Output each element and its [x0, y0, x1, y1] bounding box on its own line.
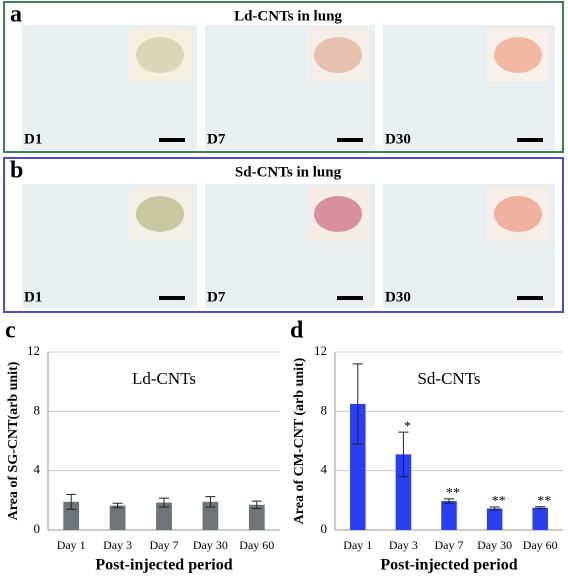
x-tick-label: Day 1 — [343, 538, 372, 552]
error-bar — [444, 498, 454, 504]
day-label: D1 — [24, 131, 42, 147]
y-tick-label: 0 — [321, 521, 328, 536]
significance-mark: * — [404, 419, 411, 434]
panel-letter: c — [5, 318, 16, 344]
panel-title: Sd-CNTs in lung — [235, 164, 342, 180]
x-tick-label: Day 3 — [103, 538, 132, 552]
significance-mark: ** — [492, 494, 506, 509]
lung-photo — [494, 37, 542, 73]
error-bar — [352, 363, 363, 445]
panel-letter: b — [10, 158, 23, 184]
y-axis-label: Area of CM-CNT (arb unit) — [292, 357, 307, 524]
y-tick-label: 4 — [34, 462, 41, 477]
y-tick-label: 4 — [321, 462, 328, 477]
error-bar — [66, 493, 77, 510]
x-tick-label: Day 7 — [150, 538, 179, 552]
panel-letter: d — [290, 318, 304, 344]
error-bar — [112, 502, 123, 509]
bar — [486, 508, 503, 530]
panel-letter: a — [10, 2, 22, 28]
day-label: D30 — [385, 289, 411, 305]
scale-bar — [337, 296, 363, 300]
x-tick-label: Day 30 — [477, 538, 512, 552]
scale-bar — [159, 138, 185, 142]
lung-photo — [314, 37, 362, 73]
error-bar — [535, 506, 546, 510]
day-label: D30 — [385, 131, 411, 147]
day-label: D7 — [207, 289, 226, 305]
scale-bar — [337, 138, 363, 142]
error-bar — [205, 496, 216, 508]
y-tick-label: 12 — [27, 343, 40, 358]
scale-bar — [517, 138, 543, 142]
x-tick-label: Day 60 — [523, 538, 558, 552]
x-tick-label: Day 7 — [435, 538, 464, 552]
day-label: D1 — [24, 289, 42, 305]
panel-title: Ld-CNTs in lung — [234, 8, 342, 24]
chart-title: Sd-CNTs — [417, 369, 480, 388]
x-axis-label: Post-injected period — [95, 557, 232, 574]
chart-title: Ld-CNTs — [132, 369, 196, 388]
lung-photo — [136, 37, 184, 73]
bar — [156, 502, 172, 530]
significance-mark: ** — [537, 494, 551, 509]
bar — [395, 454, 412, 530]
lung-photo — [136, 196, 184, 232]
day-label: D7 — [207, 131, 226, 147]
bar — [202, 501, 219, 530]
error-bar — [159, 497, 169, 508]
y-axis-label: Area of SG-CNT(arb unit) — [6, 361, 21, 520]
significance-mark: ** — [446, 486, 460, 501]
error-bar — [398, 431, 409, 478]
y-tick-label: 12 — [314, 343, 327, 358]
panel-frame — [3, 1, 564, 153]
y-tick-label: 8 — [34, 402, 41, 417]
x-tick-label: Day 30 — [193, 538, 228, 552]
x-axis-label: Post-injected period — [380, 557, 517, 574]
bar — [532, 507, 548, 530]
panel-frame — [3, 157, 564, 313]
x-tick-label: Day 3 — [389, 538, 418, 552]
bar — [248, 504, 265, 530]
y-tick-label: 0 — [34, 521, 41, 536]
lung-photo — [494, 196, 542, 232]
x-tick-label: Day 60 — [239, 538, 274, 552]
y-tick-label: 8 — [321, 402, 328, 417]
bar — [441, 501, 457, 530]
error-bar — [251, 500, 262, 509]
bar — [350, 403, 366, 530]
scale-bar — [517, 296, 543, 300]
bar — [109, 505, 126, 530]
lung-photo — [314, 196, 362, 232]
x-tick-label: Day 1 — [57, 538, 86, 552]
scale-bar — [159, 296, 185, 300]
error-bar — [489, 506, 500, 511]
